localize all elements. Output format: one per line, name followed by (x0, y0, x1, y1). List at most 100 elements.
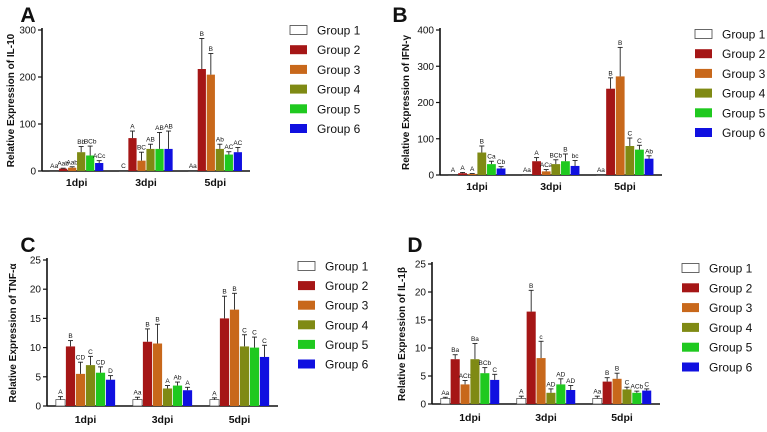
y-tick-label: 0 (30, 167, 36, 178)
legend-swatch (694, 29, 713, 39)
bar-group-6-5dpi (233, 152, 242, 171)
significance-label: Aa (189, 163, 197, 170)
x-category-label: 5dpi (229, 414, 251, 426)
legend-label: Group 6 (709, 361, 753, 375)
x-category-label: 1dpi (75, 414, 97, 426)
significance-label: AD (556, 371, 565, 378)
significance-label: ACc (93, 153, 106, 160)
x-category-label: 1dpi (459, 412, 481, 424)
significance-label: C (492, 367, 497, 374)
significance-label: AB (155, 125, 164, 132)
significance-label: A (165, 378, 170, 385)
bar-group-3-3dpi (152, 343, 163, 406)
legend-swatch (695, 108, 712, 118)
bar-group-3-1dpi (460, 384, 470, 404)
bar-group-5-5dpi (635, 149, 644, 175)
bar-group-3-1dpi (467, 173, 477, 175)
significance-label: D (108, 368, 113, 375)
legend-label: Group 4 (317, 83, 361, 97)
significance-label: A (185, 380, 190, 387)
significance-label: AB (146, 137, 155, 144)
legend-label: Group 3 (317, 63, 361, 77)
legend-label: Group 5 (722, 106, 766, 120)
bar-group-1-1dpi (55, 399, 66, 407)
legend-swatch (695, 128, 712, 137)
legend-label: Group 3 (325, 299, 369, 313)
significance-label: CD (96, 359, 106, 366)
bar-group-4-5dpi (622, 389, 632, 404)
legend-swatch (682, 322, 699, 332)
bar-group-5-3dpi (172, 385, 183, 406)
legend-swatch (297, 261, 316, 271)
legend-swatch (290, 45, 307, 55)
bar-group-1-1dpi (49, 170, 59, 172)
legend-label: Group 1 (325, 260, 369, 274)
legend-label: Group 5 (325, 338, 369, 352)
significance-label: B (68, 333, 72, 340)
significance-label: Aab (57, 161, 69, 168)
legend-swatch (682, 342, 699, 352)
significance-label: C (252, 330, 257, 337)
y-tick-label: 0 (428, 171, 434, 182)
bar-group-3-1dpi (68, 167, 77, 171)
bar-group-3-5dpi (615, 76, 625, 175)
significance-label: A (534, 150, 539, 157)
bar-group-4-1dpi (85, 365, 96, 406)
legend-swatch (682, 362, 699, 372)
significance-label: Ab (174, 375, 182, 382)
bar-group-5-3dpi (556, 384, 566, 404)
legend-label: Group 4 (709, 321, 753, 335)
bar-group-1-3dpi (516, 398, 527, 405)
significance-label: BCb (84, 139, 97, 146)
y-tick-label: 15 (30, 314, 42, 325)
y-tick-label: 200 (417, 98, 434, 109)
bar-group-1-1dpi (448, 174, 458, 176)
significance-label: B (618, 40, 622, 47)
legend-label: Group 6 (722, 126, 766, 140)
bar-group-3-3dpi (536, 358, 546, 404)
bar-group-1-3dpi (522, 174, 532, 176)
significance-label: B (563, 146, 567, 153)
legend-label: Group 2 (317, 43, 361, 57)
y-tick-label: 300 (19, 26, 36, 37)
significance-label: Ba (451, 347, 459, 354)
legend-swatch (289, 25, 308, 35)
y-tick-label: 25 (415, 260, 427, 271)
significance-label: BCb (478, 360, 491, 367)
significance-label: BCb (549, 152, 562, 159)
legend-swatch (290, 104, 307, 114)
y-tick-label: 15 (415, 316, 427, 327)
significance-label: Aa (50, 163, 58, 170)
legend-swatch (695, 49, 712, 59)
y-axis-title: Relative Expression of IFN-γ (401, 35, 412, 170)
legend-swatch (695, 68, 712, 78)
bar-group-3-1dpi (75, 373, 86, 406)
bar-group-4-5dpi (215, 148, 224, 171)
y-tick-label: 5 (420, 372, 426, 383)
significance-label: C (627, 131, 632, 138)
bar-group-6-5dpi (642, 390, 652, 404)
legend-label: Group 4 (722, 87, 766, 101)
significance-label: B (209, 46, 213, 53)
y-tick-label: 20 (415, 288, 427, 299)
bar-group-5-1dpi (95, 372, 106, 406)
significance-label: Aa (133, 390, 141, 397)
bar-group-1-5dpi (188, 170, 198, 172)
bar-group-2-3dpi (526, 311, 536, 404)
significance-label: AB (164, 124, 173, 131)
bar-group-4-5dpi (625, 146, 635, 175)
legend-label: Group 3 (709, 301, 753, 315)
x-category-label: 3dpi (540, 181, 562, 193)
bar-group-3-5dpi (229, 309, 240, 406)
significance-label: B (155, 317, 159, 324)
y-axis-title: Relative Expression of TNF-α (8, 263, 19, 403)
x-category-label: 3dpi (135, 177, 157, 189)
bar-group-2-3dpi (142, 341, 153, 406)
bar-group-5-1dpi (86, 155, 95, 171)
legend-label: Group 3 (722, 67, 766, 81)
significance-label: C (644, 381, 649, 388)
legend-swatch (681, 263, 700, 273)
bar-group-3-3dpi (541, 171, 551, 175)
bar-group-2-1dpi (59, 168, 68, 171)
